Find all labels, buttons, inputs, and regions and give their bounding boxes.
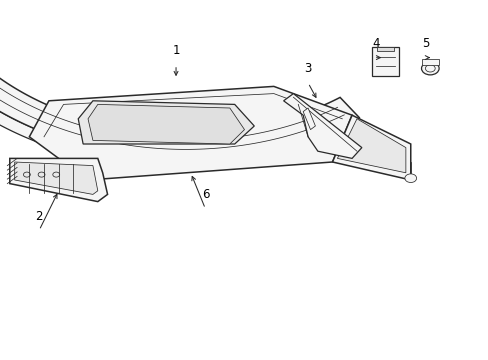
Polygon shape [303,108,315,130]
Polygon shape [332,115,410,180]
Bar [376,47,393,51]
Text: 1: 1 [172,44,180,57]
Polygon shape [337,119,405,173]
Bar [371,47,398,76]
Polygon shape [0,47,82,155]
Bar [421,59,438,64]
Polygon shape [88,104,244,144]
Text: 6: 6 [201,188,209,201]
Polygon shape [0,34,359,158]
Text: 5: 5 [421,37,428,50]
Circle shape [404,174,416,183]
Polygon shape [78,101,254,144]
Text: 3: 3 [304,62,311,75]
Polygon shape [283,94,361,158]
Polygon shape [10,158,107,202]
Circle shape [421,62,438,75]
Text: 4: 4 [372,37,380,50]
Text: 2: 2 [35,210,43,222]
Polygon shape [15,162,98,194]
Polygon shape [29,86,351,180]
